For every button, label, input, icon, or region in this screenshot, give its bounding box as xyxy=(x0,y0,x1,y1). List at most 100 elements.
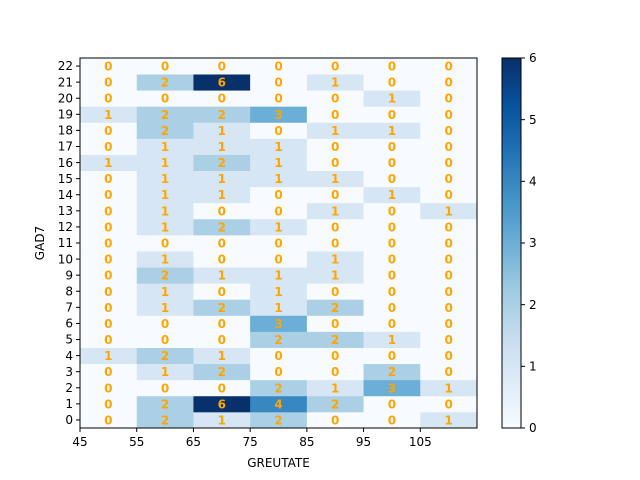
cell-value-label: 2 xyxy=(218,365,226,379)
cell-value-label: 0 xyxy=(444,317,452,331)
cell-value-label: 0 xyxy=(444,188,452,202)
heatmap-cell xyxy=(136,331,194,348)
cell-value-label: 1 xyxy=(161,140,169,154)
cell-value-label: 0 xyxy=(104,333,112,347)
heatmap-cell xyxy=(420,379,478,397)
cell-value-label: 0 xyxy=(444,237,452,251)
cell-value-label: 0 xyxy=(388,140,396,154)
heatmap-cell xyxy=(193,379,251,397)
heatmap-cell xyxy=(306,251,364,268)
cell-value-label: 1 xyxy=(331,124,339,138)
heatmap-cell xyxy=(80,315,138,332)
cell-value-label: 0 xyxy=(274,124,282,138)
x-tick-label: 45 xyxy=(72,435,87,449)
heatmap-cell xyxy=(306,331,364,348)
heatmap-cell xyxy=(420,218,478,236)
cell-value-label: 0 xyxy=(444,60,452,74)
heatmap-cell-labels: 0 2 1 2 0 0 1 0 2 6 4 2 0 0 0 0 0 2 1 3 1 0 1 2 0 0 2 0 1 2 1 0 0 0 0 0 0 0 2 2… xyxy=(104,60,453,428)
x-tick-label: 95 xyxy=(356,435,371,449)
cell-value-label: 2 xyxy=(274,333,282,347)
colorbar-tick-label: 1 xyxy=(529,360,537,374)
y-tick-label: 3 xyxy=(65,365,73,379)
heatmap-cell xyxy=(80,283,138,300)
heatmap-cell xyxy=(250,122,308,139)
cell-value-label: 0 xyxy=(331,140,339,154)
heatmap-cell xyxy=(363,202,421,220)
heatmap-cell xyxy=(136,106,194,123)
cell-value-label: 0 xyxy=(331,156,339,170)
cell-value-label: 1 xyxy=(161,188,169,202)
heatmap-cell xyxy=(250,138,308,155)
cell-value-label: 1 xyxy=(274,269,282,283)
cell-value-label: 0 xyxy=(104,124,112,138)
colorbar-ticks: 0 1 2 3 4 5 6 xyxy=(521,51,537,435)
cell-value-label: 0 xyxy=(161,60,169,74)
heatmap-cell xyxy=(363,106,421,123)
cell-value-label: 2 xyxy=(274,381,282,395)
heatmap-cell xyxy=(193,315,251,332)
heatmap-cell xyxy=(363,363,421,381)
cell-value-label: 0 xyxy=(388,220,396,234)
cell-value-label: 1 xyxy=(388,333,396,347)
cell-value-label: 1 xyxy=(218,269,226,283)
cell-value-label: 0 xyxy=(388,108,396,122)
heatmap-cell xyxy=(306,283,364,300)
heatmap-cell xyxy=(80,58,138,75)
cell-value-label: 0 xyxy=(274,60,282,74)
cell-value-label: 0 xyxy=(388,413,396,427)
cell-value-label: 1 xyxy=(331,381,339,395)
heatmap-cell xyxy=(363,234,421,252)
cell-value-label: 0 xyxy=(331,108,339,122)
heatmap-cell xyxy=(80,186,138,204)
heatmap-cell xyxy=(136,363,194,381)
y-tick-label: 4 xyxy=(65,349,73,363)
heatmap-cell xyxy=(193,58,251,75)
heatmap-cell xyxy=(80,218,138,236)
cell-value-label: 0 xyxy=(331,349,339,363)
heatmap-cell xyxy=(193,363,251,381)
cell-value-label: 0 xyxy=(388,317,396,331)
cell-value-label: 0 xyxy=(331,285,339,299)
colorbar-tick-label: 0 xyxy=(529,421,537,435)
colorbar-tick-label: 6 xyxy=(529,51,537,65)
cell-value-label: 1 xyxy=(218,413,226,427)
heatmap-cell xyxy=(80,170,138,188)
cell-value-label: 2 xyxy=(161,269,169,283)
cell-value-label: 0 xyxy=(104,140,112,154)
cell-value-label: 1 xyxy=(444,413,452,427)
cell-value-label: 1 xyxy=(274,156,282,170)
heatmap-cell xyxy=(306,186,364,204)
heatmap-cell xyxy=(136,379,194,397)
heatmap-cell xyxy=(363,138,421,155)
cell-value-label: 6 xyxy=(218,397,226,411)
y-tick-label: 6 xyxy=(65,317,73,331)
heatmap-cell xyxy=(306,347,364,365)
cell-value-label: 0 xyxy=(388,397,396,411)
cell-value-label: 0 xyxy=(104,381,112,395)
heatmap-cell xyxy=(363,283,421,300)
cell-value-label: 0 xyxy=(388,301,396,315)
cell-value-label: 0 xyxy=(444,253,452,267)
heatmap-cell xyxy=(80,251,138,268)
heatmap-cell xyxy=(80,267,138,284)
heatmap-cell xyxy=(306,315,364,332)
heatmap-cell xyxy=(193,218,251,236)
heatmap-cell xyxy=(80,122,138,139)
cell-value-label: 2 xyxy=(218,301,226,315)
cell-value-label: 0 xyxy=(218,60,226,74)
heatmap-cell xyxy=(136,347,194,365)
heatmap-cell xyxy=(420,283,478,300)
heatmap-cell xyxy=(250,411,308,429)
cell-value-label: 1 xyxy=(161,204,169,218)
heatmap-cell xyxy=(136,299,194,316)
cell-value-label: 1 xyxy=(104,108,112,122)
x-tick-label: 85 xyxy=(299,435,314,449)
cell-value-label: 0 xyxy=(104,253,112,267)
cell-value-label: 0 xyxy=(388,204,396,218)
heatmap-cell xyxy=(80,299,138,316)
heatmap-cell xyxy=(363,395,421,413)
cell-value-label: 0 xyxy=(104,269,112,283)
cell-value-label: 0 xyxy=(331,60,339,74)
heatmap-cell xyxy=(250,299,308,316)
